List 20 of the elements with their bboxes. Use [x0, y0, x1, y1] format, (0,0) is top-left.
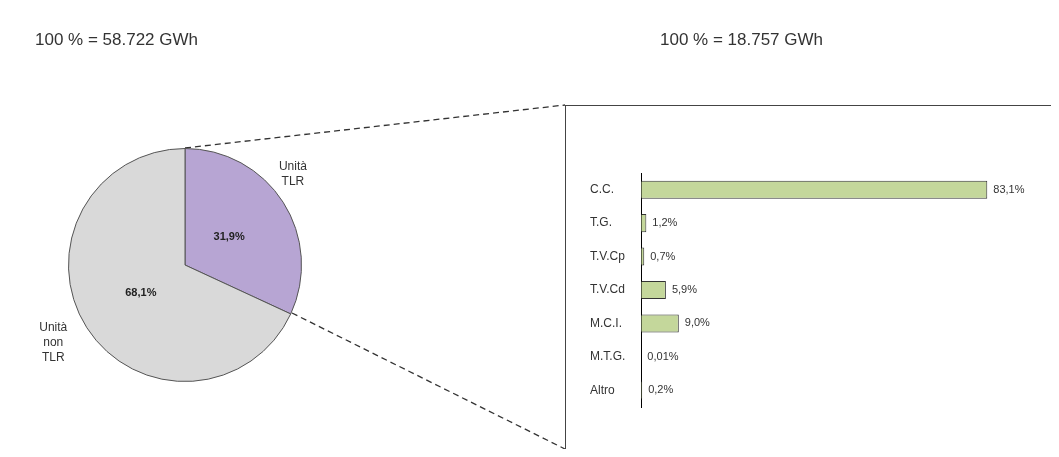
slice-label: Unità non TLR: [39, 320, 68, 365]
data-label: 31,9%: [213, 229, 245, 242]
data-label: 0,01%: [647, 349, 679, 362]
y-tick-label: T.V.Cd: [590, 282, 625, 297]
chart-title: 100 % = 18.757 GWh: [660, 29, 824, 49]
data-label: 9,0%: [684, 316, 711, 329]
slice-label: Unità TLR: [278, 158, 308, 188]
y-tick-label: M.C.I.: [590, 315, 622, 330]
y-tick-label: C.C.: [590, 182, 614, 197]
data-label: 68,1%: [125, 286, 157, 299]
chart-title: 100 % = 58.722 GWh: [35, 29, 199, 49]
data-label: 1,2%: [652, 216, 678, 229]
data-label: 0,2%: [648, 383, 674, 396]
data-label: 0,7%: [650, 249, 676, 262]
y-tick-label: Altro: [590, 382, 615, 397]
data-label: 5,9%: [671, 283, 698, 296]
y-tick-label: T.G.: [590, 215, 613, 230]
y-tick-label: M.T.G.: [590, 349, 626, 364]
data-label: 83,1%: [993, 182, 1025, 195]
y-tick-label: T.V.Cp: [590, 248, 626, 263]
